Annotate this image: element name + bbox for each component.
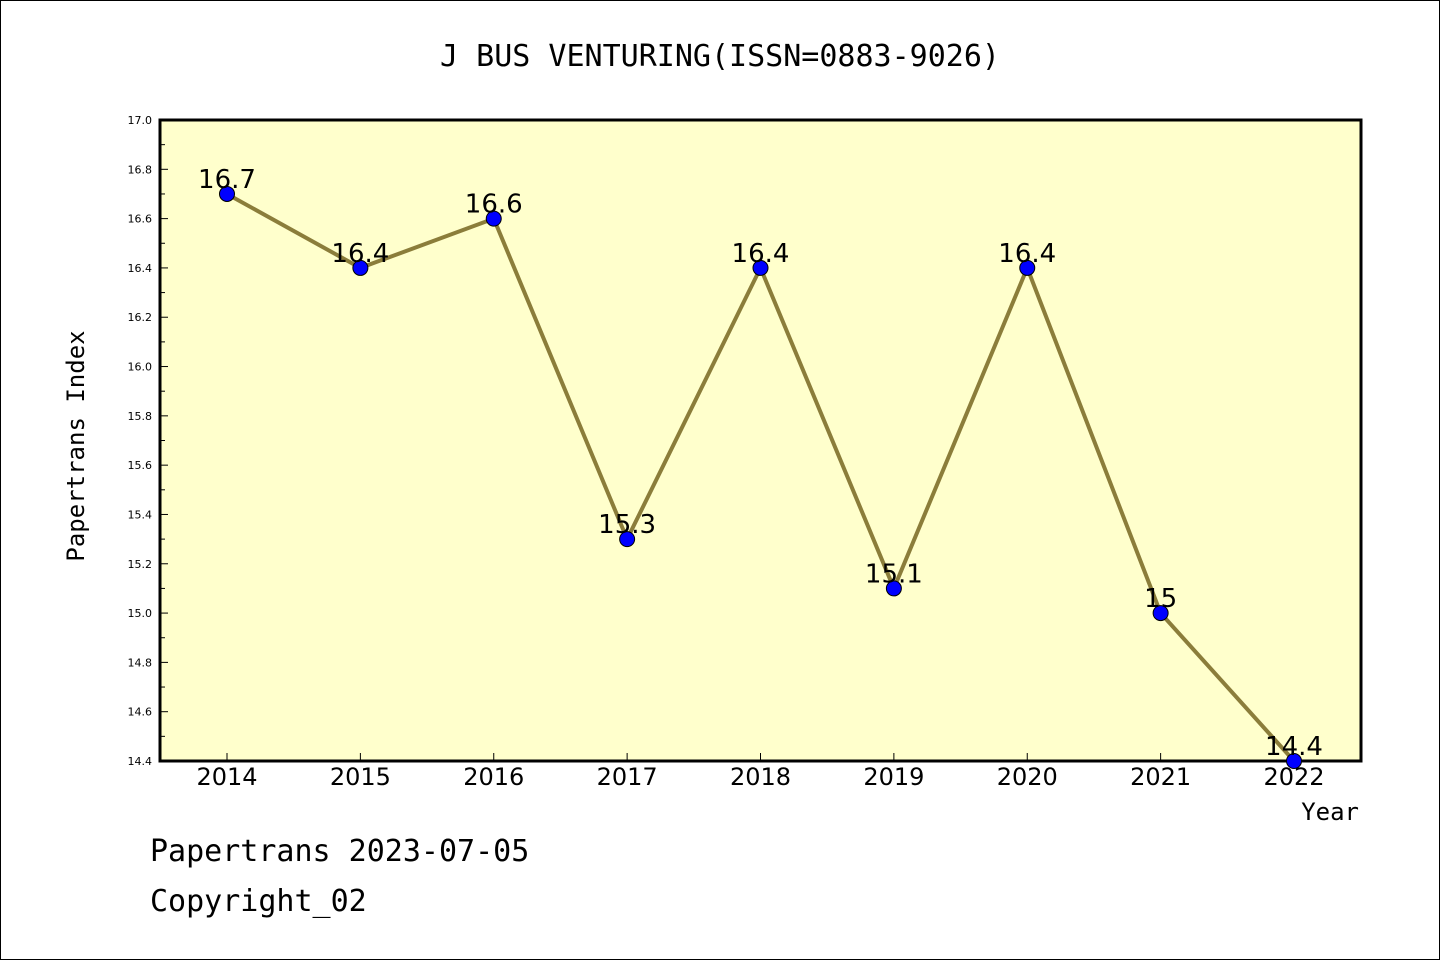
data-label: 16.7: [198, 165, 256, 195]
y-tick-label: 16.8: [128, 163, 153, 176]
data-point: [219, 185, 235, 202]
data-point: [352, 259, 369, 276]
y-tick-label: 16.0: [128, 361, 153, 374]
y-tick-label: 16.2: [128, 311, 153, 324]
data-label: 14.4: [1265, 732, 1323, 762]
y-tick-label: 14.6: [128, 706, 153, 719]
y-tick-label: 15.6: [128, 459, 153, 472]
y-tick-label: 14.8: [128, 656, 153, 669]
x-axis: 2014 2015 2016 2017 2018 2019 2020 2021 2022: [196, 753, 1325, 791]
y-tick-label: 14.4: [128, 755, 153, 768]
x-tick-label: 2016: [463, 763, 524, 791]
data-point: [485, 210, 502, 227]
y-axis: 14.4 14.6 14.8 15.0 15.2 15.4 15.6 15.8 16.0 16.2…: [128, 114, 168, 768]
footer-copyright: Copyright_02: [150, 884, 367, 919]
y-tick-label: 16.6: [128, 213, 153, 226]
x-tick-label: 2020: [997, 763, 1058, 791]
data-point: [885, 580, 902, 597]
data-labels: 16.7 16.4 16.6 15.3 16.4 15.1 16.4 15 14.4: [198, 165, 1323, 762]
x-tick-label: 2018: [730, 763, 791, 791]
x-axis-label: Year: [1301, 798, 1359, 826]
y-tick-label: 15.0: [128, 607, 153, 620]
y-tick-label: 15.4: [128, 508, 153, 521]
y-tick-label: 17.0: [128, 114, 153, 127]
x-tick-label: 2014: [196, 763, 257, 791]
data-label: 15.3: [598, 510, 656, 540]
plot-area: [158, 118, 1363, 763]
y-tick-label: 15.2: [128, 558, 153, 571]
data-label: 16.4: [331, 239, 389, 269]
data-point: [1019, 259, 1036, 276]
data-label: 15.1: [865, 559, 923, 589]
data-point: [752, 259, 769, 276]
x-tick-label: 2019: [863, 763, 924, 791]
footer-date: Papertrans 2023-07-05: [150, 834, 530, 869]
data-label: 16.6: [465, 190, 523, 220]
y-tick-label: 16.4: [128, 262, 153, 275]
data-point: [1286, 753, 1302, 769]
data-label: 16.4: [732, 239, 790, 269]
data-point: [619, 531, 636, 548]
x-tick-label: 2021: [1130, 763, 1191, 791]
x-tick-label: 2017: [597, 763, 658, 791]
chart-title: J BUS VENTURING(ISSN=0883-9026): [440, 39, 1000, 74]
y-tick-label: 15.8: [128, 410, 153, 423]
series-markers: [219, 185, 1302, 769]
data-point: [1152, 605, 1169, 622]
data-label: 15: [1144, 584, 1177, 614]
x-tick-label: 2015: [330, 763, 391, 791]
data-label: 16.4: [998, 239, 1056, 269]
y-axis-label: Papertrans Index: [62, 330, 90, 561]
